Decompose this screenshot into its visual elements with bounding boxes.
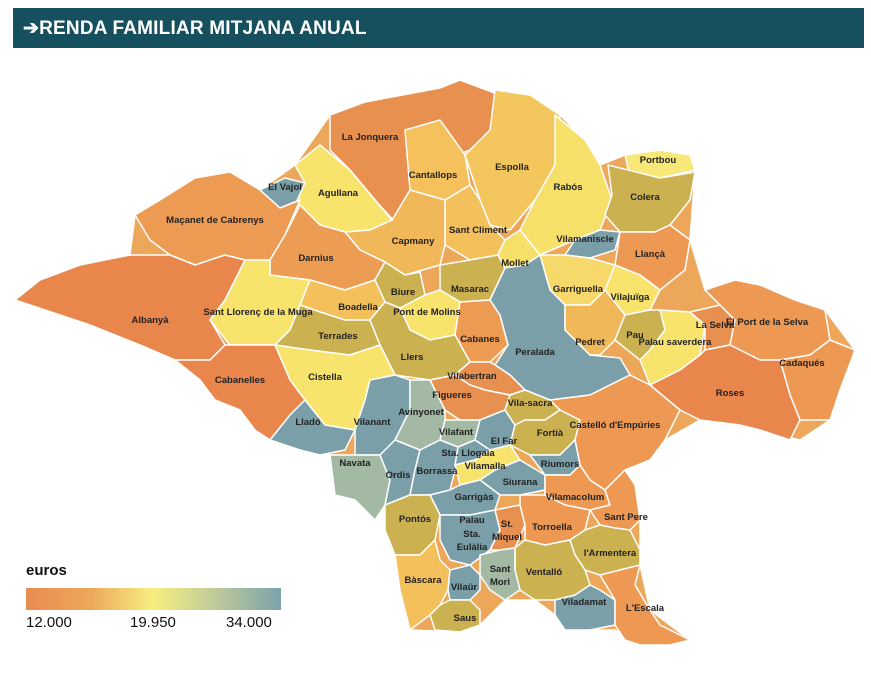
label-garrigas: Garrigàs bbox=[454, 492, 493, 503]
label-palau-sta-eulalia: Palau Sta. Eulàlia bbox=[457, 515, 488, 553]
label-pont-de-molins: Pont de Molins bbox=[393, 307, 461, 318]
label-macanet-de-cabrenys: Maçanet de Cabrenys bbox=[166, 215, 264, 226]
label-sant-llorenc-de-la-muga: Sant Llorenç de la Muga bbox=[203, 307, 313, 318]
label-castello-d-empuries: Castelló d'Empúries bbox=[570, 420, 661, 431]
label-ordis: Ordis bbox=[386, 470, 411, 481]
label-el-far: El Far bbox=[491, 436, 518, 447]
label-vilamacolum: Vilamacolum bbox=[546, 492, 604, 503]
label-cistella: Cistella bbox=[308, 372, 343, 383]
label-la-selva: La Selva bbox=[696, 320, 735, 331]
label-cantallops: Cantallops bbox=[409, 170, 458, 181]
region-roses bbox=[649, 344, 801, 441]
label-vilamaniscle: Vilamaniscle bbox=[556, 234, 613, 245]
label-roses: Roses bbox=[716, 388, 745, 399]
label-l-escala: L'Escala bbox=[626, 603, 665, 614]
label-vilaur: Vilaür bbox=[451, 582, 478, 593]
label-bascara: Bàscara bbox=[405, 575, 443, 586]
label-llado: Lladó bbox=[295, 417, 321, 428]
label-espolla: Espolla bbox=[495, 162, 530, 173]
label-garriguella: Garriguella bbox=[553, 284, 604, 295]
label-terrades: Terrades bbox=[318, 331, 357, 342]
label-masarac: Masarac bbox=[451, 284, 489, 295]
label-torroella: Torroella bbox=[532, 522, 573, 533]
legend-unit: euros bbox=[26, 562, 67, 579]
label-saus: Saus bbox=[454, 613, 477, 624]
label-mollet: Mollet bbox=[501, 258, 529, 269]
label-l-armentera: l'Armentera bbox=[584, 548, 637, 559]
region-saus bbox=[429, 599, 481, 633]
label-viladamat: Viladamat bbox=[562, 597, 608, 608]
region-peralada bbox=[489, 254, 631, 401]
legend-color-scale bbox=[26, 588, 281, 610]
region-l-escala bbox=[599, 564, 691, 646]
label-pontos: Pontós bbox=[399, 514, 431, 525]
label-vilabertran: Vilabertran bbox=[447, 371, 497, 382]
label-figueres: Figueres bbox=[432, 390, 472, 401]
label-ventallo: Ventalló bbox=[526, 567, 563, 578]
label-siurana: Siurana bbox=[503, 477, 539, 488]
label-peralada: Peralada bbox=[515, 347, 555, 358]
label-llers: Llers bbox=[401, 352, 424, 363]
label-vila-sacra: Vila-sacra bbox=[508, 398, 553, 409]
label-el-vajol: El Vajol bbox=[268, 182, 302, 193]
page-title: ➔RENDA FAMILIAR MITJANA ANUAL bbox=[23, 17, 367, 39]
label-vilamalla: Vilamalla bbox=[464, 461, 506, 472]
legend-tick-max: 34.000 bbox=[226, 614, 272, 631]
label-portbou: Portbou bbox=[640, 155, 677, 166]
label-la-jonquera: La Jonquera bbox=[342, 132, 399, 143]
label-pau: Pau bbox=[626, 330, 644, 341]
label-vilanant: Vilanant bbox=[354, 417, 392, 428]
label-pedret: Pedret bbox=[575, 337, 605, 348]
label-rabos: Rabós bbox=[553, 182, 582, 193]
label-llanca: Llançà bbox=[635, 249, 666, 260]
label-vilafant: Vilafant bbox=[439, 427, 474, 438]
label-darnius: Darnius bbox=[298, 253, 333, 264]
label-colera: Colera bbox=[630, 192, 660, 203]
region-espolla bbox=[464, 89, 561, 231]
label-cadaques: Cadaqués bbox=[779, 358, 824, 369]
label-biure: Biure bbox=[391, 287, 415, 298]
label-cabanes: Cabanes bbox=[460, 334, 500, 345]
label-boadella: Boadella bbox=[338, 302, 378, 313]
label-vilajuiga: Vilajuïga bbox=[611, 292, 651, 303]
label-sant-climent: Sant Climent bbox=[449, 225, 508, 236]
label-sant-pere: Sant Pere bbox=[604, 512, 648, 523]
label-st-miquel: St. Miquel bbox=[492, 519, 522, 543]
label-fortia: Fortià bbox=[537, 428, 564, 439]
label-riumors: Riumors bbox=[541, 459, 580, 470]
label-cabanelles: Cabanelles bbox=[215, 375, 265, 386]
label-sta-llogaia: Sta. Llogaia bbox=[441, 448, 495, 459]
label-sant-mori: Sant Mori bbox=[490, 564, 511, 588]
region-sant-mori bbox=[479, 547, 521, 601]
label-borrassa: Borrassà bbox=[416, 466, 458, 477]
label-navata: Navata bbox=[339, 458, 371, 469]
region-bascara bbox=[394, 539, 451, 631]
label-agullana: Agullana bbox=[318, 188, 359, 199]
label-capmany: Capmany bbox=[392, 236, 435, 247]
legend-tick-min: 12.000 bbox=[26, 614, 72, 631]
label-avinyonet: Avinyonet bbox=[398, 407, 444, 418]
region-vilaur bbox=[447, 564, 481, 601]
label-palau-saverdera: Palau saverdera bbox=[639, 337, 713, 348]
legend-tick-mid: 19.950 bbox=[130, 614, 176, 631]
title-bar: ➔RENDA FAMILIAR MITJANA ANUAL bbox=[13, 8, 864, 48]
label-albanya: Albanyà bbox=[132, 315, 170, 326]
region-llers bbox=[369, 301, 471, 381]
label-el-port-de-la-selva: El Port de la Selva bbox=[726, 317, 809, 328]
